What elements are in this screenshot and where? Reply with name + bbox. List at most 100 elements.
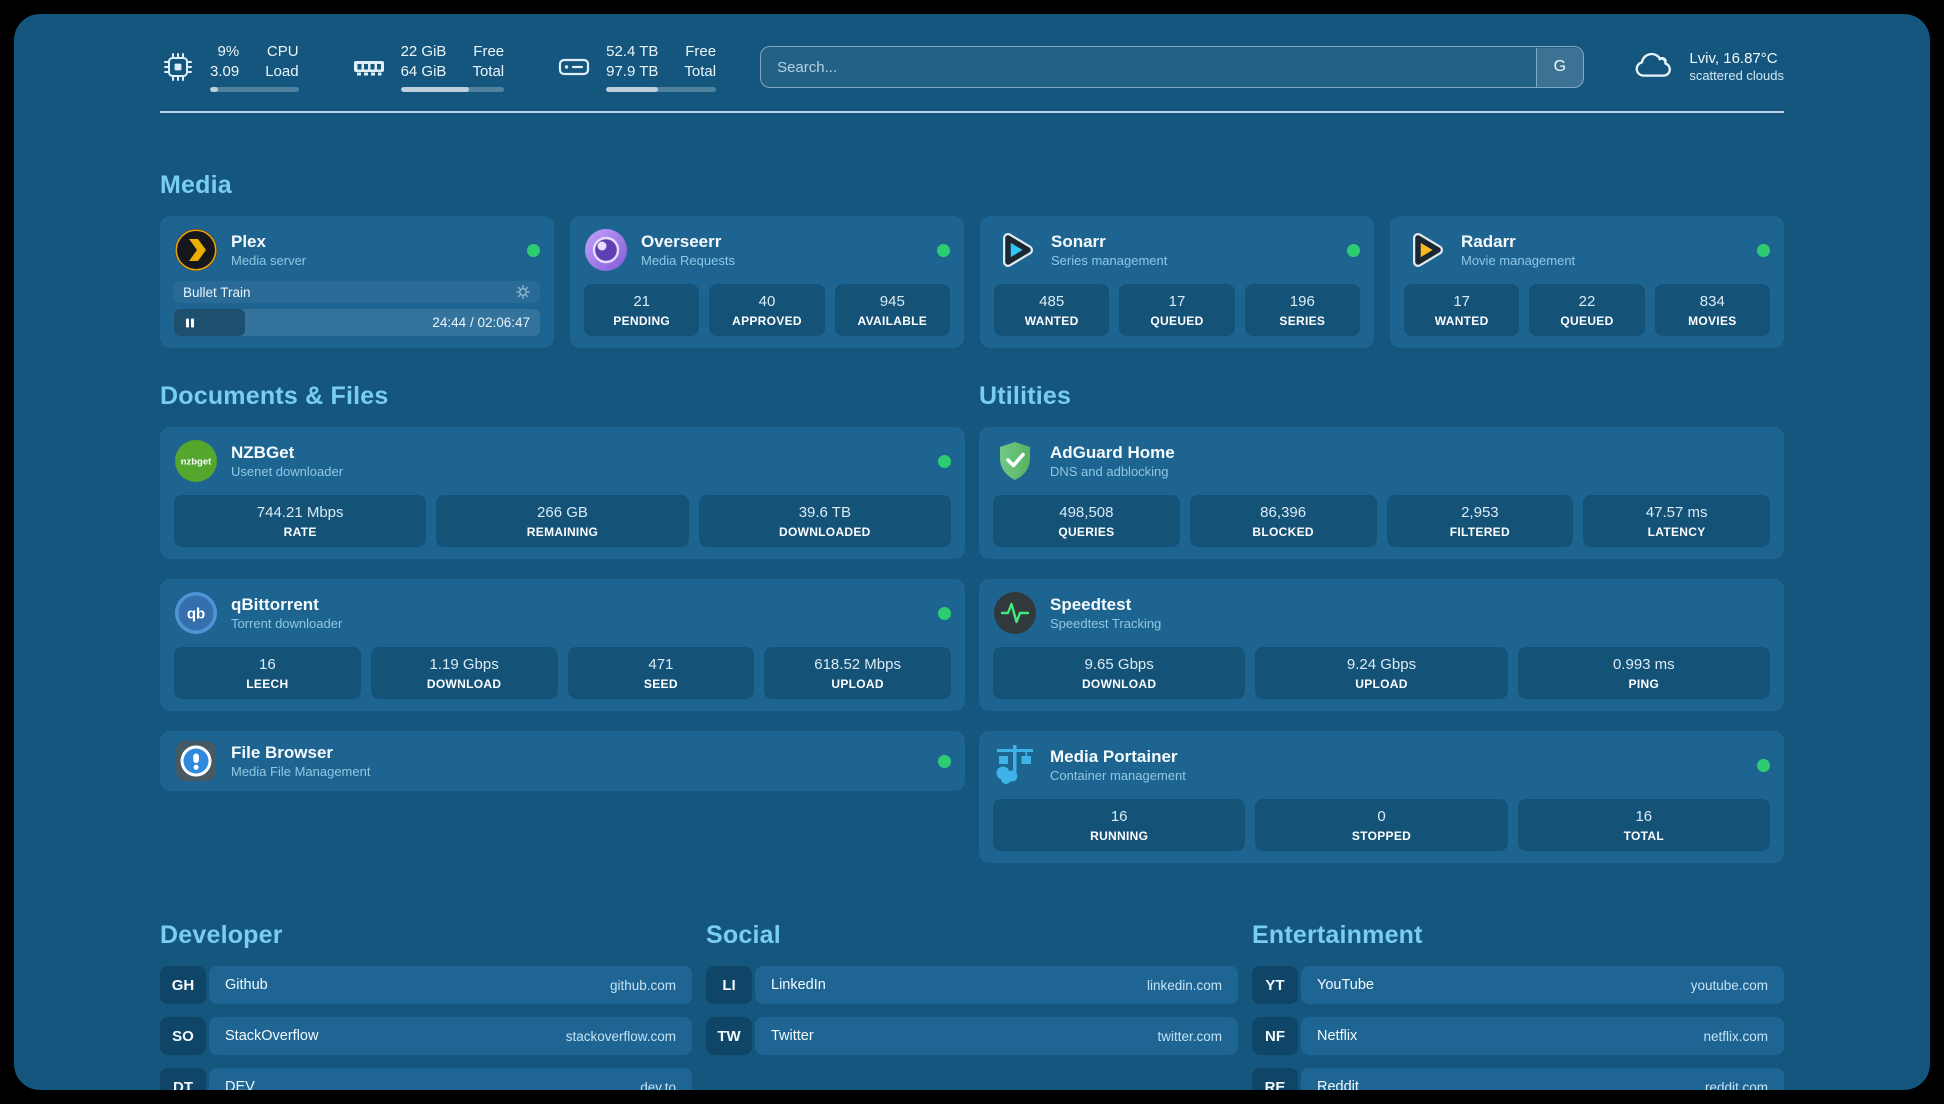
stat-tile: 16 LEECH <box>174 647 361 699</box>
bookmark-abbr: YT <box>1252 966 1298 1004</box>
status-dot <box>937 243 950 257</box>
ram-stat: 22 GiB 64 GiB Free Total <box>351 42 505 92</box>
card-subtitle: Media server <box>231 253 307 268</box>
ram-total-value: 64 GiB <box>400 63 447 80</box>
stat-tile: 498,508 QUERIES <box>993 495 1180 547</box>
developer-column: Developer GH Github github.com SO StackO… <box>160 921 692 1090</box>
stat-tile: 485 WANTED <box>994 284 1110 336</box>
utilities-column: Utilities <box>979 382 1784 863</box>
card-subtitle: Container management <box>1050 768 1186 783</box>
section-title-developer: Developer <box>160 921 283 949</box>
social-column: Social LI LinkedIn linkedin.com TW Twitt… <box>706 921 1238 1090</box>
weather-widget: Lviv, 16.87°C scattered clouds <box>1630 47 1784 88</box>
card-subtitle: Speedtest Tracking <box>1050 616 1162 631</box>
bookmark-name: Github <box>225 977 268 993</box>
system-stats: 9% 3.09 CPU Load <box>160 42 717 92</box>
bookmark-abbr: LI <box>706 966 752 1004</box>
section-title-utilities: Utilities <box>979 382 1072 410</box>
bookmark-abbr: GH <box>160 966 206 1004</box>
card-subtitle: Series management <box>1051 253 1168 268</box>
stat-tile: 618.52 Mbps UPLOAD <box>764 647 951 699</box>
stat-tile: 834 MOVIES <box>1654 284 1770 336</box>
disk-free-label: Free <box>685 43 717 61</box>
card-title: Plex <box>231 231 266 251</box>
status-dot <box>938 606 951 620</box>
card-title: Radarr <box>1461 231 1516 251</box>
header-divider <box>160 111 1784 113</box>
status-dot <box>1347 243 1360 257</box>
portainer-icon <box>993 743 1037 787</box>
pause-button[interactable] <box>184 317 196 329</box>
bookmark-url: youtube.com <box>1690 977 1768 993</box>
bookmark-twitter[interactable]: TW Twitter twitter.com <box>706 1017 1238 1055</box>
stat-tile: 1.19 Gbps DOWNLOAD <box>370 647 558 699</box>
now-playing-title: Bullet Train <box>183 284 251 300</box>
stat-tile: 744.21 Mbps RATE <box>174 495 427 547</box>
stat-tile: 17 WANTED <box>1404 284 1520 336</box>
filebrowser-icon <box>174 739 218 783</box>
bookmark-youtube[interactable]: YT YouTube youtube.com <box>1252 966 1784 1004</box>
search-bar: G <box>760 46 1585 88</box>
disk-total-label: Total <box>684 63 717 80</box>
portainer-card[interactable]: Media Portainer Container management 16 … <box>979 731 1784 863</box>
bookmark-abbr: RE <box>1252 1068 1298 1090</box>
card-subtitle: DNS and adblocking <box>1050 464 1169 479</box>
section-title-social: Social <box>706 921 781 949</box>
status-dot <box>1757 758 1770 772</box>
bookmark-name: LinkedIn <box>771 977 826 993</box>
sonarr-icon <box>994 228 1038 272</box>
gear-icon[interactable] <box>515 284 531 300</box>
overseerr-icon <box>584 228 628 272</box>
qbittorrent-card[interactable]: qb qBittorrent Torrent downloader 16 LEE… <box>160 579 965 711</box>
cpu-stat: 9% 3.09 CPU Load <box>160 42 299 92</box>
bookmark-reddit[interactable]: RE Reddit reddit.com <box>1252 1068 1784 1090</box>
pause-icon <box>186 318 194 327</box>
google-search-button[interactable]: G <box>1535 47 1583 87</box>
card-subtitle: Torrent downloader <box>231 616 343 631</box>
card-title: File Browser <box>231 742 334 762</box>
plex-card[interactable]: Plex Media server Bullet Train <box>160 216 554 348</box>
stat-tile: 16 RUNNING <box>993 799 1246 851</box>
sonarr-card[interactable]: Sonarr Series management 485 WANTED 17 Q… <box>980 216 1374 348</box>
bookmark-url: reddit.com <box>1704 1079 1768 1091</box>
speedtest-card[interactable]: Speedtest Speedtest Tracking 9.65 Gbps D… <box>979 579 1784 711</box>
stat-tile: 2,953 FILTERED <box>1386 495 1574 547</box>
bookmark-abbr: NF <box>1252 1017 1298 1055</box>
card-title: Media Portainer <box>1050 746 1178 766</box>
bookmark-stackoverflow[interactable]: SO StackOverflow stackoverflow.com <box>160 1017 692 1055</box>
adguard-card[interactable]: AdGuard Home DNS and adblocking 498,508 … <box>979 427 1784 559</box>
stat-tile: 0 STOPPED <box>1255 799 1508 851</box>
playback-time: 24:44 / 02:06:47 <box>432 315 530 330</box>
radarr-card[interactable]: Radarr Movie management 17 WANTED 22 QUE… <box>1390 216 1784 348</box>
card-title: NZBGet <box>231 442 295 462</box>
plex-now-playing: Bullet Train <box>174 273 540 336</box>
svg-text:qb: qb <box>187 606 205 623</box>
nzbget-card[interactable]: nzbget NZBGet Usenet downloader 744.21 M… <box>160 427 965 559</box>
card-title: Speedtest <box>1050 594 1132 614</box>
bookmark-abbr: SO <box>160 1017 206 1055</box>
stat-tile: 40 APPROVED <box>709 284 825 336</box>
cpu-progress-bar <box>210 86 299 92</box>
bookmark-github[interactable]: GH Github github.com <box>160 966 692 1004</box>
dashboard-panel: 9% 3.09 CPU Load <box>14 14 1930 1090</box>
qbittorrent-icon: qb <box>174 591 218 635</box>
bookmark-linkedin[interactable]: LI LinkedIn linkedin.com <box>706 966 1238 1004</box>
section-title-entertainment: Entertainment <box>1252 921 1423 949</box>
stat-tile: 266 GB REMAINING <box>436 495 689 547</box>
ram-free-value: 22 GiB <box>400 43 447 61</box>
filebrowser-card[interactable]: File Browser Media File Management <box>160 731 965 791</box>
bookmark-netflix[interactable]: NF Netflix netflix.com <box>1252 1017 1784 1055</box>
ram-free-label: Free <box>473 43 505 61</box>
playback-progress[interactable]: 24:44 / 02:06:47 <box>174 309 540 336</box>
search-input[interactable] <box>760 46 1585 88</box>
card-title: Overseerr <box>641 231 722 251</box>
stat-tile: 21 PENDING <box>584 284 700 336</box>
bookmark-name: Twitter <box>771 1028 814 1044</box>
overseerr-card[interactable]: Overseerr Media Requests 21 PENDING 40 A… <box>570 216 964 348</box>
card-title: qBittorrent <box>231 594 319 614</box>
status-dot <box>527 243 540 257</box>
card-subtitle: Media Requests <box>641 253 735 268</box>
bookmark-dev[interactable]: DT DEV dev.to <box>160 1068 692 1090</box>
card-subtitle: Media File Management <box>231 764 371 779</box>
stat-tile: 9.65 Gbps DOWNLOAD <box>993 647 1246 699</box>
